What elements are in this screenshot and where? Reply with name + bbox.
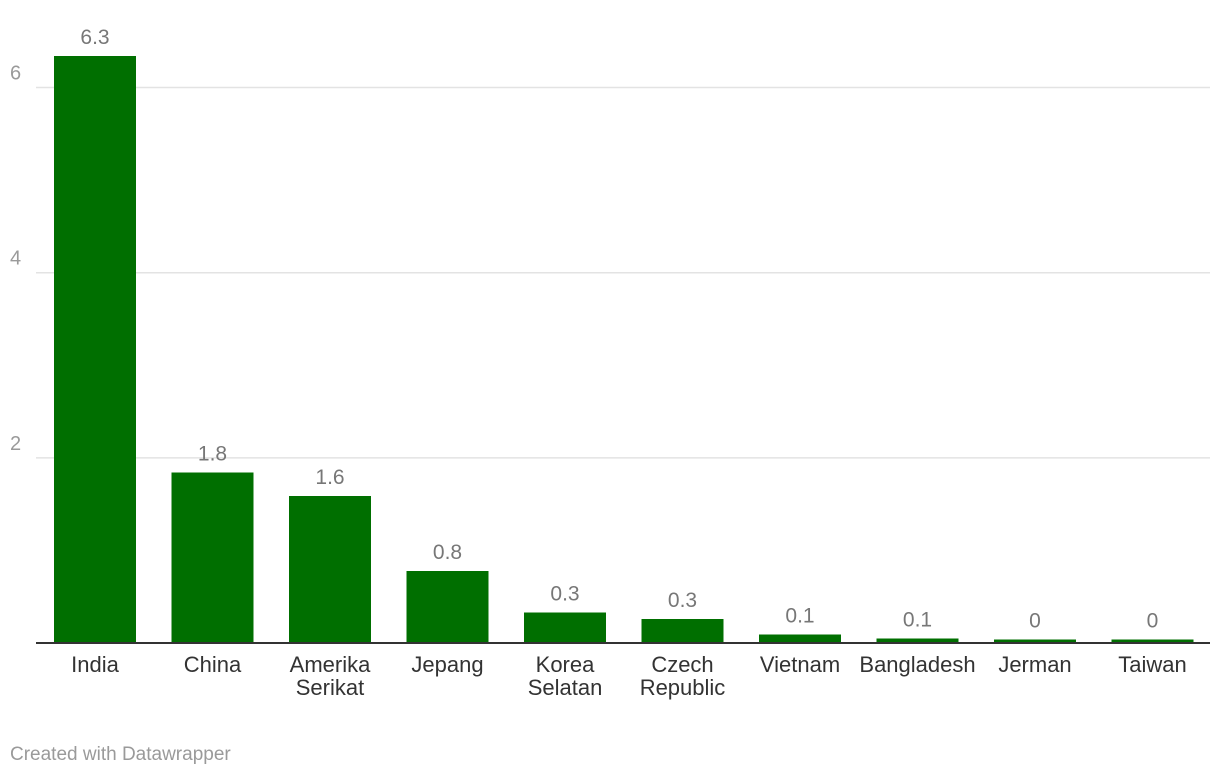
x-tick-label-amerika-serikat: Amerika Serikat [290,652,371,700]
data-label-czech-republic: 0.3 [668,589,697,612]
data-label-china: 1.8 [198,443,227,466]
bar-jerman[interactable] [994,639,1076,643]
y-tick-label: 2 [10,433,21,455]
bar-vietnam[interactable] [759,634,841,643]
x-tick-label-china: China [184,652,242,677]
bar-bangladesh[interactable] [876,638,959,643]
bar-korea-selatan[interactable] [524,612,606,643]
x-tick-label-vietnam: Vietnam [760,652,840,677]
data-label-jepang: 0.8 [433,541,462,564]
x-axis-ticks: India China Amerika Serikat Jepang Korea Selat… [71,652,1187,700]
bars [54,56,1194,643]
y-axis-ticks: 2 4 6 [10,63,21,455]
data-label-taiwan: 0 [1147,609,1159,632]
x-tick-label-czech-republic: Czech Republic [640,652,726,700]
data-labels: 6.3 1.8 1.6 0.8 0.3 0.3 0.1 0.1 0 0 [80,26,1158,632]
bar-czech-republic[interactable] [641,618,724,643]
x-tick-label-korea-selatan: Korea Selatan [528,652,603,700]
data-label-bangladesh: 0.1 [903,608,932,631]
data-label-korea-selatan: 0.3 [550,582,579,605]
data-label-vietnam: 0.1 [785,605,814,628]
data-label-amerika-serikat: 1.6 [315,466,344,489]
x-tick-label-jerman: Jerman [998,652,1071,677]
x-tick-label-india: India [71,652,119,677]
bar-jepang[interactable] [406,570,489,643]
bar-china[interactable] [171,472,254,643]
x-tick-label-bangladesh: Bangladesh [859,652,975,677]
bar-india[interactable] [54,56,136,643]
bar-amerika-serikat[interactable] [289,495,371,643]
y-tick-label: 4 [10,248,21,270]
x-tick-label-taiwan: Taiwan [1118,652,1186,677]
y-tick-label: 6 [10,63,21,85]
data-label-jerman: 0 [1029,609,1041,632]
x-tick-label-jepang: Jepang [411,652,483,677]
data-label-india: 6.3 [80,26,109,49]
gridlines [36,86,1210,459]
credit-text[interactable]: Created with Datawrapper [10,744,231,765]
bar-taiwan[interactable] [1111,639,1194,643]
